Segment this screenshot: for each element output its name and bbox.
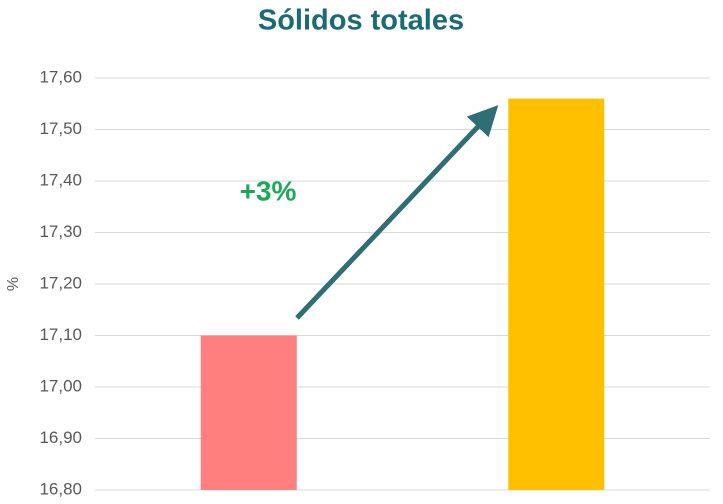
plot-area: 16,80 16,90 17,00 17,10 17,20 17,30 17,40 17,50… <box>39 67 710 498</box>
chart-title: Sólidos totales <box>258 5 464 37</box>
y-tick-label: 16,80 <box>39 479 82 498</box>
y-tick-label: 17,50 <box>39 119 82 138</box>
y-tick-label: 17,20 <box>39 273 82 292</box>
annotation: +3% <box>240 175 297 206</box>
y-tick-label: 17,30 <box>39 222 82 241</box>
bar <box>508 98 605 490</box>
trend-arrow <box>295 105 499 320</box>
y-tick-label: 17,00 <box>39 376 82 395</box>
y-tick-label: 16,90 <box>39 428 82 447</box>
y-tick-label: 17,60 <box>39 67 82 86</box>
y-tick-label: 17,40 <box>39 170 82 189</box>
y-axis-label: % <box>5 277 22 291</box>
bar <box>200 335 297 490</box>
y-tick-label: 17,10 <box>39 325 82 344</box>
